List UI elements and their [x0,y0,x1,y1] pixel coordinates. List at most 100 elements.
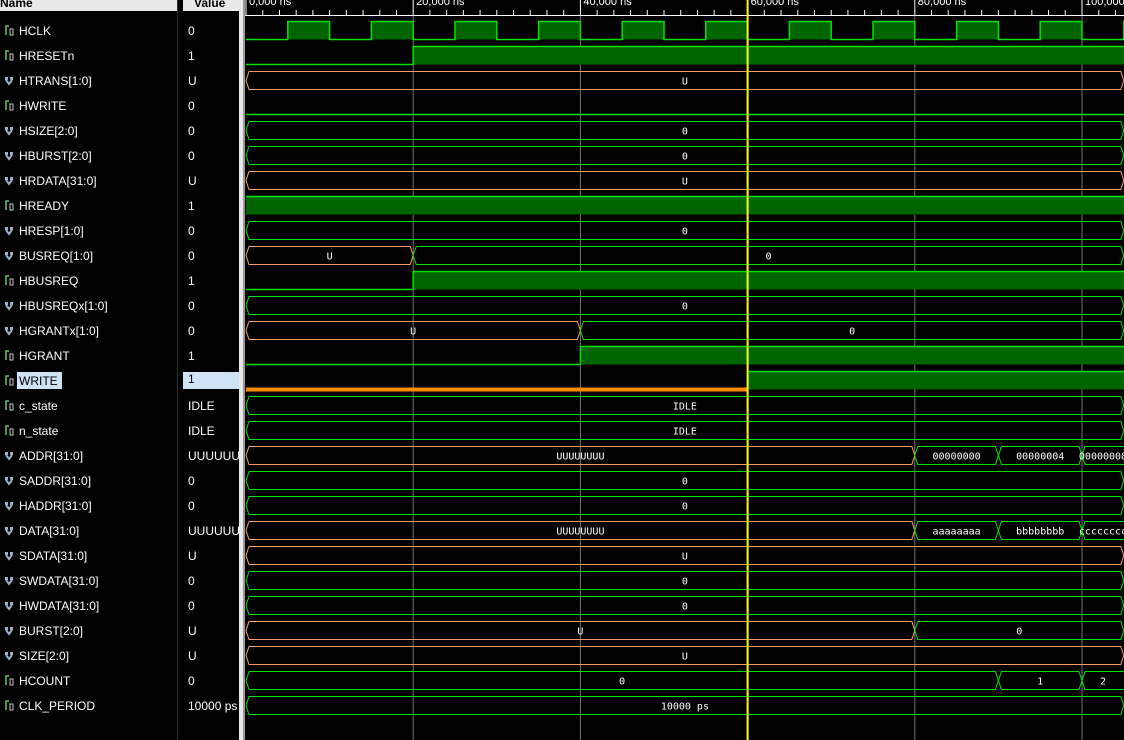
signal-row[interactable]: HBUSREQ [0,268,177,293]
signal-row[interactable]: BURST[2:0] [0,618,177,643]
waveform-sdata310[interactable]: U [245,546,1124,565]
signal-row[interactable]: WRITE [0,368,177,393]
panel-divider[interactable] [177,0,183,740]
value-row[interactable]: UUUUUUUU [183,518,239,543]
value-row[interactable]: 0 [183,93,239,118]
value-row[interactable]: 0 [183,668,239,693]
signal-name[interactable]: SIZE[2:0] [19,649,70,663]
signal-row[interactable]: HADDR[31:0] [0,493,177,518]
value-column-header[interactable]: Value [183,0,239,11]
signal-row[interactable]: HWDATA[31:0] [0,593,177,618]
signal-row[interactable]: HBURST[2:0] [0,143,177,168]
signal-name[interactable]: SWDATA[31:0] [19,574,99,588]
signal-row[interactable]: SDATA[31:0] [0,543,177,568]
signal-row[interactable]: DATA[31:0] [0,518,177,543]
waveform-hcount[interactable]: 0 1 2 [245,671,1124,690]
waveform-cstate[interactable]: IDLE [245,396,1124,415]
waveform-data310[interactable]: UUUUUUUU aaaaaaaa bbbbbbbb cccccccc [245,521,1124,540]
waveform-hbusreqx10[interactable]: 0 [245,296,1124,315]
signal-name[interactable]: HWDATA[31:0] [19,599,100,613]
waveform-viewer[interactable]: 0,000 ns 20,000 ns 40,000 ns 60,000 ns 80,00… [245,0,1124,740]
waveform-hready[interactable] [246,195,1124,215]
value-row[interactable]: 1 [183,268,239,293]
waveform-saddr310[interactable]: 0 [245,471,1124,490]
value-row[interactable]: 0 [183,318,239,343]
value-row[interactable]: 1 [183,368,239,393]
value-row[interactable]: 0 [183,18,239,43]
value-row[interactable]: 1 [183,343,239,368]
waveform-hwdata310[interactable]: 0 [245,596,1124,615]
signal-name[interactable]: HRDATA[31:0] [19,174,97,188]
signal-name[interactable]: SDATA[31:0] [19,549,88,563]
value-row[interactable]: IDLE [183,418,239,443]
value-row[interactable]: 0 [183,143,239,168]
signal-name[interactable]: HRESP[1:0] [19,224,84,238]
waveform-hburst20[interactable]: 0 [245,146,1124,165]
signal-row[interactable]: HRESETn [0,43,177,68]
signal-name[interactable]: HRESETn [19,49,75,63]
signal-row[interactable]: HBUSREQx[1:0] [0,293,177,318]
signal-name[interactable]: ADDR[31:0] [19,449,84,463]
value-row[interactable]: U [183,618,239,643]
waveform-size20[interactable]: U [245,646,1124,665]
signal-name[interactable]: c_state [19,399,58,413]
signal-name[interactable]: HWRITE [19,99,67,113]
signal-name[interactable]: SADDR[31:0] [19,474,92,488]
value-row[interactable]: 0 [183,293,239,318]
value-row[interactable]: 1 [183,43,239,68]
waveform-addr310[interactable]: UUUUUUUU 00000000 00000004 00000008 [245,446,1124,465]
value-row[interactable]: U [183,168,239,193]
signal-name[interactable]: HCOUNT [19,674,71,688]
signal-name[interactable]: WRITE [17,372,62,389]
signal-row[interactable]: HSIZE[2:0] [0,118,177,143]
value-row[interactable]: 0 [183,568,239,593]
value-row[interactable]: 0 [183,218,239,243]
waveform-hresetn[interactable] [246,45,1124,66]
signal-name[interactable]: DATA[31:0] [19,524,80,538]
waveform-hclk[interactable] [246,20,1124,41]
signal-name[interactable]: HADDR[31:0] [19,499,92,513]
signal-name[interactable]: HBURST[2:0] [19,149,92,163]
signal-row[interactable]: BUSREQ[1:0] [0,243,177,268]
signal-name[interactable]: HSIZE[2:0] [19,124,78,138]
signal-row[interactable]: HCOUNT [0,668,177,693]
waveform-write[interactable] [246,370,1124,392]
waveform-haddr310[interactable]: 0 [245,496,1124,515]
signal-name[interactable]: CLK_PERIOD [19,699,96,713]
waveform-canvas[interactable]: 0,000 ns 20,000 ns 40,000 ns 60,000 ns 80,00… [245,0,1124,740]
signal-row[interactable]: HRESP[1:0] [0,218,177,243]
signal-name[interactable]: HBUSREQ [19,274,79,288]
wave-panel-divider[interactable] [239,0,243,740]
signal-row[interactable]: c_state [0,393,177,418]
signal-name[interactable]: BURST[2:0] [19,624,84,638]
name-column-header[interactable]: Name [0,0,177,11]
waveform-hsize20[interactable]: 0 [245,121,1124,140]
value-row[interactable]: 0 [183,493,239,518]
signal-name[interactable]: HBUSREQx[1:0] [19,299,108,313]
signal-row[interactable]: SIZE[2:0] [0,643,177,668]
waveform-hbusreq[interactable] [246,270,1124,291]
signal-row[interactable]: HWRITE [0,93,177,118]
waveform-swdata310[interactable]: 0 [245,571,1124,590]
signal-name[interactable]: HREADY [19,199,70,213]
signal-name[interactable]: HGRANT [19,349,70,363]
signal-name[interactable]: HCLK [19,24,52,38]
signal-row[interactable]: HGRANT [0,343,177,368]
value-row[interactable]: 1 [183,193,239,218]
signal-row[interactable]: HRDATA[31:0] [0,168,177,193]
signal-row[interactable]: CLK_PERIOD [0,693,177,718]
waveform-htrans10[interactable]: U [245,71,1124,90]
value-row[interactable]: 10000 ps [183,693,239,718]
signal-row[interactable]: HREADY [0,193,177,218]
signal-row[interactable]: HCLK [0,18,177,43]
waveform-hgrant[interactable] [246,345,1124,366]
signal-row[interactable]: HTRANS[1:0] [0,68,177,93]
signal-row[interactable]: HGRANTx[1:0] [0,318,177,343]
signal-name[interactable]: HGRANTx[1:0] [19,324,100,338]
waveform-hrdata310[interactable]: U [245,171,1124,190]
value-row[interactable]: IDLE [183,393,239,418]
waveform-hresp10[interactable]: 0 [245,221,1124,240]
